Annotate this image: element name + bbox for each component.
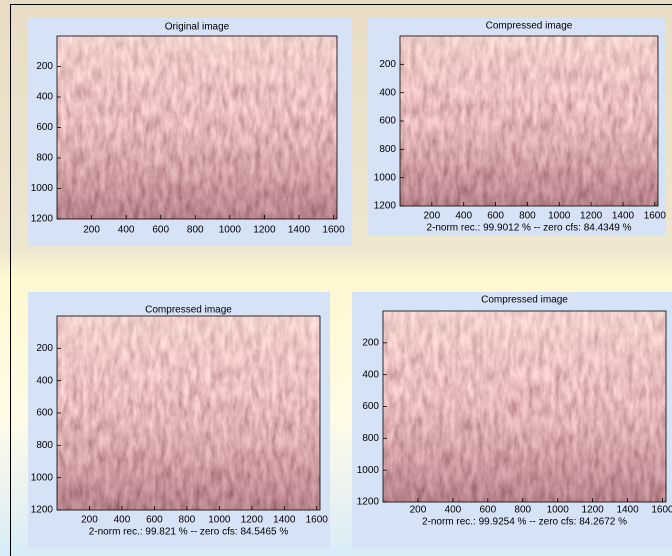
x-tick-label: 1400	[616, 505, 639, 516]
y-tick-label: 600	[379, 116, 396, 127]
x-tick-label: 1200	[241, 515, 264, 526]
x-tick-label: 200	[83, 225, 100, 236]
y-tick-label: 800	[379, 144, 396, 155]
panel-title: Compressed image	[145, 305, 232, 316]
x-tick-label: 200	[410, 505, 427, 516]
y-tick-label: 1000	[31, 472, 54, 483]
y-tick-label: 1000	[357, 465, 380, 476]
x-tick-label: 1200	[582, 505, 605, 516]
image-shade	[400, 36, 658, 206]
x-tick-label: 1600	[306, 515, 329, 526]
x-tick-label: 400	[455, 211, 472, 222]
y-tick-label: 200	[36, 61, 53, 72]
x-tick-label: 600	[487, 211, 504, 222]
y-tick-label: 1000	[31, 183, 54, 194]
caption: 2-norm rec.: 99.9012 % -- zero cfs: 84.4…	[426, 223, 631, 234]
x-tick-label: 400	[118, 225, 135, 236]
image-shade	[57, 36, 337, 219]
y-tick-label: 200	[36, 343, 53, 354]
figure-panel: Compressed image 200 400 600 800 1000 1200 200 4…	[28, 292, 330, 548]
x-tick-label: 1000	[219, 225, 242, 236]
image-shade	[383, 311, 666, 502]
x-tick-label: 800	[187, 225, 204, 236]
x-tick-label: 1200	[253, 225, 276, 236]
x-tick-label: 800	[514, 505, 531, 516]
y-tick-label: 600	[36, 122, 53, 133]
image-shade	[57, 316, 320, 510]
x-tick-label: 600	[146, 515, 163, 526]
y-tick-label: 400	[36, 375, 53, 386]
caption: 2-norm rec.: 99.9254 % -- zero cfs: 84.2…	[422, 517, 627, 528]
figure-panel: Compressed image 200 400 600 800 1000 1200 200 4…	[368, 18, 666, 236]
y-tick-label: 800	[36, 440, 53, 451]
x-tick-label: 400	[445, 505, 462, 516]
x-tick-label: 400	[114, 515, 131, 526]
panel-title: Compressed image	[486, 21, 573, 32]
figure-panel: Compressed image 200 400 600 800 1000 1200 200 4…	[352, 292, 672, 548]
x-tick-label: 800	[519, 211, 536, 222]
figure-panel: Original image 200 400 600 800 1000 1200 200 400…	[28, 18, 352, 246]
x-tick-label: 600	[152, 225, 169, 236]
y-tick-label: 400	[379, 87, 396, 98]
y-tick-label: 1200	[374, 201, 397, 212]
y-tick-label: 1200	[31, 214, 54, 225]
x-tick-label: 1400	[273, 515, 296, 526]
y-tick-label: 200	[362, 337, 379, 348]
y-tick-label: 1200	[357, 497, 380, 508]
x-tick-label: 1600	[322, 225, 345, 236]
y-tick-label: 600	[362, 401, 379, 412]
x-tick-label: 800	[179, 515, 196, 526]
x-tick-label: 600	[479, 505, 496, 516]
x-tick-label: 1000	[208, 515, 231, 526]
x-tick-label: 1600	[651, 505, 672, 516]
y-tick-label: 800	[362, 433, 379, 444]
y-tick-label: 1000	[374, 172, 397, 183]
y-tick-label: 400	[362, 369, 379, 380]
x-tick-label: 1600	[644, 211, 667, 222]
x-tick-label: 1200	[580, 211, 603, 222]
y-tick-label: 1200	[31, 505, 54, 516]
caption: 2-norm rec.: 99.821 % -- zero cfs: 84.54…	[89, 527, 289, 538]
x-tick-label: 200	[424, 211, 441, 222]
x-tick-label: 1000	[548, 211, 571, 222]
x-tick-label: 200	[81, 515, 98, 526]
panel-title: Original image	[165, 22, 230, 33]
x-tick-label: 1000	[547, 505, 570, 516]
panel-title: Compressed image	[481, 295, 568, 306]
x-tick-label: 1400	[288, 225, 311, 236]
y-tick-label: 600	[36, 408, 53, 419]
x-tick-label: 1400	[612, 211, 635, 222]
screenshot: Original image 200 400 600 800 1000 1200 200 400…	[0, 0, 672, 556]
y-tick-label: 400	[36, 92, 53, 103]
y-tick-label: 800	[36, 153, 53, 164]
y-tick-label: 200	[379, 59, 396, 70]
